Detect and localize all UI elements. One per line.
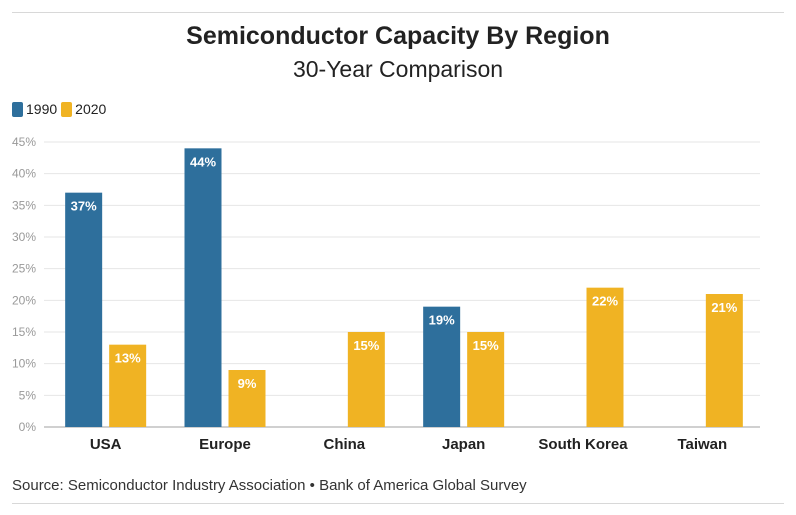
- y-tick-label: 30%: [12, 230, 36, 244]
- source-note: Source: Semiconductor Industry Associati…: [12, 477, 527, 494]
- y-tick-label: 25%: [12, 262, 36, 276]
- bar-2020: [109, 344, 147, 427]
- x-tick-label: USA: [90, 436, 122, 453]
- x-tick-label: South Korea: [538, 436, 628, 453]
- data-label: 9%: [238, 376, 257, 391]
- y-tick-label: 0%: [19, 420, 37, 434]
- bar-1990: [423, 306, 461, 427]
- bar-1990: [65, 192, 103, 427]
- y-tick-label: 5%: [19, 388, 37, 402]
- legend-item-1990: 1990: [12, 101, 57, 117]
- bar-2020: [347, 332, 385, 427]
- x-tick-label: Europe: [199, 436, 251, 453]
- legend-swatch-1990: [12, 101, 23, 117]
- top-divider: [12, 12, 784, 13]
- data-label: 19%: [429, 313, 455, 328]
- data-label: 15%: [353, 338, 379, 353]
- y-tick-label: 15%: [12, 325, 36, 339]
- legend: 1990 2020: [12, 101, 110, 117]
- legend-label-1990: 1990: [26, 101, 58, 117]
- y-tick-label: 35%: [12, 198, 36, 212]
- data-label: 21%: [711, 300, 737, 315]
- bar-1990: [184, 148, 222, 428]
- chart-title: Semiconductor Capacity By Region: [186, 22, 610, 50]
- y-tick-label: 45%: [12, 135, 36, 149]
- data-label: 22%: [592, 294, 618, 309]
- bar-2020: [586, 287, 624, 427]
- data-label: 13%: [115, 351, 141, 366]
- y-tick-label: 10%: [12, 357, 36, 371]
- x-tick-label: Japan: [442, 436, 485, 453]
- bottom-divider: [12, 503, 784, 504]
- data-label: 15%: [473, 338, 499, 353]
- legend-swatch-2020: [61, 101, 73, 117]
- bar-2020: [467, 332, 505, 427]
- data-label: 44%: [190, 154, 216, 169]
- x-tick-label: China: [323, 436, 365, 453]
- data-label: 37%: [71, 199, 97, 214]
- x-tick-label: Taiwan: [677, 436, 727, 453]
- legend-label-2020: 2020: [75, 101, 107, 117]
- chart-subtitle: 30-Year Comparison: [292, 56, 504, 82]
- y-tick-label: 40%: [12, 167, 36, 181]
- y-tick-label: 20%: [12, 293, 36, 307]
- bar-2020: [705, 294, 743, 427]
- bar-2020: [228, 370, 266, 427]
- legend-item-2020: 2020: [61, 101, 106, 117]
